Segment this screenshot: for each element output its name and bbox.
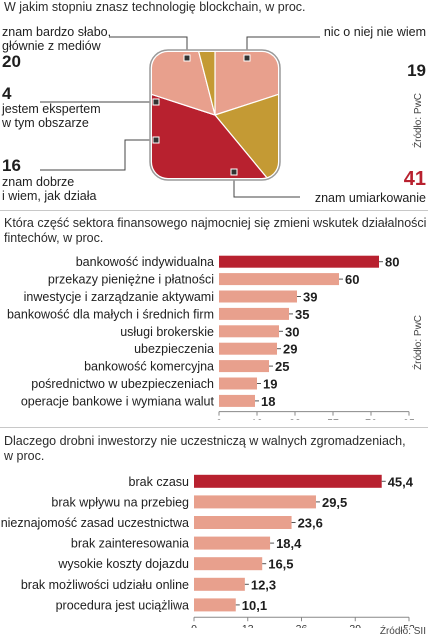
pie-slice bbox=[190, 52, 216, 116]
x-tick-label: 0 bbox=[216, 418, 222, 420]
bar-chart-2-title: Dlaczego drobni inwestorzy nie uczestnic… bbox=[4, 434, 406, 463]
bar-chart-2-svg: 0 13 26 39 52 45,4 brak czasu 29,5 brak wpływu n… bbox=[1, 474, 415, 628]
x-tick-label: 76 bbox=[365, 418, 377, 420]
bar bbox=[194, 536, 271, 550]
bar-value-label: 45,4 bbox=[388, 474, 414, 489]
bar-value-label: 18 bbox=[261, 394, 275, 409]
pie-value-slabo: 20 bbox=[2, 52, 21, 71]
bar bbox=[194, 577, 245, 591]
separator bbox=[0, 427, 428, 428]
bar bbox=[219, 255, 379, 268]
x-tick-label: 95 bbox=[403, 418, 415, 420]
pie-title: W jakim stopniu znasz technologię blockc… bbox=[4, 0, 306, 14]
pie-label-nic: nic o niej nie wiem bbox=[323, 25, 426, 39]
bar-chart-1-source: Źródło: PwC bbox=[413, 314, 424, 370]
bar-value-label: 16,5 bbox=[268, 557, 293, 572]
category-label: przekazy pieniężne i płatności bbox=[48, 273, 214, 287]
pie-leader-marker bbox=[230, 168, 238, 176]
bar bbox=[194, 516, 292, 529]
category-label: operacje bankowe i wymiana walut bbox=[21, 394, 215, 408]
x-tick-label: 57 bbox=[327, 418, 339, 420]
pie-label-dobrze: znam dobrze i wiem, jak działa bbox=[2, 175, 97, 203]
category-label: pośrednictwo w ubezpieczeniach bbox=[31, 377, 214, 391]
bar bbox=[219, 290, 297, 303]
bar-value-label: 18,4 bbox=[276, 536, 302, 551]
pie-leader-line bbox=[40, 139, 156, 171]
category-label: bankowość komercyjna bbox=[84, 360, 214, 374]
pie-leader-marker bbox=[152, 136, 160, 144]
category-label: nieznajomość zasad uczestnictwa bbox=[1, 516, 189, 530]
bar-chart-1-svg: 0 19 38 57 76 95 80 bankowość indywidualna 60 prz… bbox=[7, 255, 415, 420]
bar-value-label: 60 bbox=[345, 272, 359, 287]
category-label: ubezpieczenia bbox=[134, 342, 214, 356]
bar-value-label: 19 bbox=[263, 377, 277, 392]
bar bbox=[219, 360, 269, 373]
category-label: bankowość dla małych i średnich firm bbox=[7, 307, 214, 321]
bar-value-label: 12,3 bbox=[251, 577, 276, 592]
bar-value-label: 30 bbox=[285, 324, 299, 339]
pie-value-dobrze: 16 bbox=[2, 156, 21, 175]
bar bbox=[194, 557, 263, 571]
bar bbox=[194, 474, 382, 488]
pie-value-ekspert: 4 bbox=[2, 84, 12, 103]
bar-value-label: 25 bbox=[275, 359, 289, 374]
pie-chart-svg bbox=[40, 36, 320, 198]
bar-value-label: 35 bbox=[295, 307, 309, 322]
category-label: wysokie koszty dojazdu bbox=[57, 557, 189, 571]
pie-source: Źródło: PwC bbox=[413, 92, 424, 148]
bar-value-label: 10,1 bbox=[242, 598, 267, 613]
pie-slice bbox=[152, 52, 216, 116]
x-tick-label: 0 bbox=[191, 623, 197, 628]
pie-slice bbox=[214, 52, 278, 116]
pie-value-umiarkowanie: 41 bbox=[403, 168, 426, 190]
bar bbox=[219, 307, 289, 320]
x-tick-label: 38 bbox=[289, 418, 301, 420]
x-tick-label: 26 bbox=[296, 623, 308, 628]
bar-value-label: 23,6 bbox=[298, 516, 323, 531]
pie-leader-marker bbox=[243, 54, 251, 62]
pie-slice bbox=[152, 84, 277, 178]
bar bbox=[219, 325, 279, 338]
bar-value-label: 29,5 bbox=[322, 495, 347, 510]
bar bbox=[219, 273, 339, 286]
bar bbox=[194, 598, 236, 612]
x-tick-label: 19 bbox=[251, 418, 263, 420]
category-label: brak zainteresowania bbox=[71, 537, 189, 551]
bar bbox=[194, 495, 316, 509]
bar-chart-2-source: Źródło: SII bbox=[379, 626, 426, 637]
pie-label-umiarkowanie: znam umiarkowanie bbox=[314, 191, 426, 205]
bar bbox=[219, 394, 255, 407]
bar-value-label: 39 bbox=[303, 290, 317, 305]
bar-chart-1-title: Która część sektora finansowego najmocni… bbox=[4, 216, 427, 245]
bar bbox=[219, 377, 257, 390]
bar-value-label: 29 bbox=[283, 342, 297, 357]
category-label: brak wpływu na przebieg bbox=[51, 495, 189, 509]
x-tick-label: 13 bbox=[242, 623, 254, 628]
category-label: procedura jest uciążliwa bbox=[56, 598, 189, 612]
pie-value-nic: 19 bbox=[407, 61, 426, 80]
bar bbox=[219, 342, 277, 355]
pie-slice bbox=[213, 84, 278, 178]
pie-label-slabo: znam bardzo słabo, głównie z mediów bbox=[2, 25, 112, 53]
separator bbox=[0, 210, 428, 211]
category-label: bankowość indywidualna bbox=[76, 255, 214, 269]
x-tick-label: 52 bbox=[403, 623, 415, 628]
category-label: brak możliwości udziału online bbox=[21, 578, 189, 592]
bar-value-label: 80 bbox=[385, 255, 399, 270]
category-label: brak czasu bbox=[129, 475, 189, 489]
pie-leader-marker bbox=[152, 98, 160, 106]
category-label: usługi brokerskie bbox=[120, 325, 214, 339]
pie-leader-marker bbox=[183, 54, 191, 62]
pie-label-ekspert: jestem ekspertem w tym obszarze bbox=[2, 102, 101, 130]
category-label: inwestycje i zarządzanie aktywami bbox=[24, 290, 214, 304]
x-tick-label: 39 bbox=[349, 623, 361, 628]
